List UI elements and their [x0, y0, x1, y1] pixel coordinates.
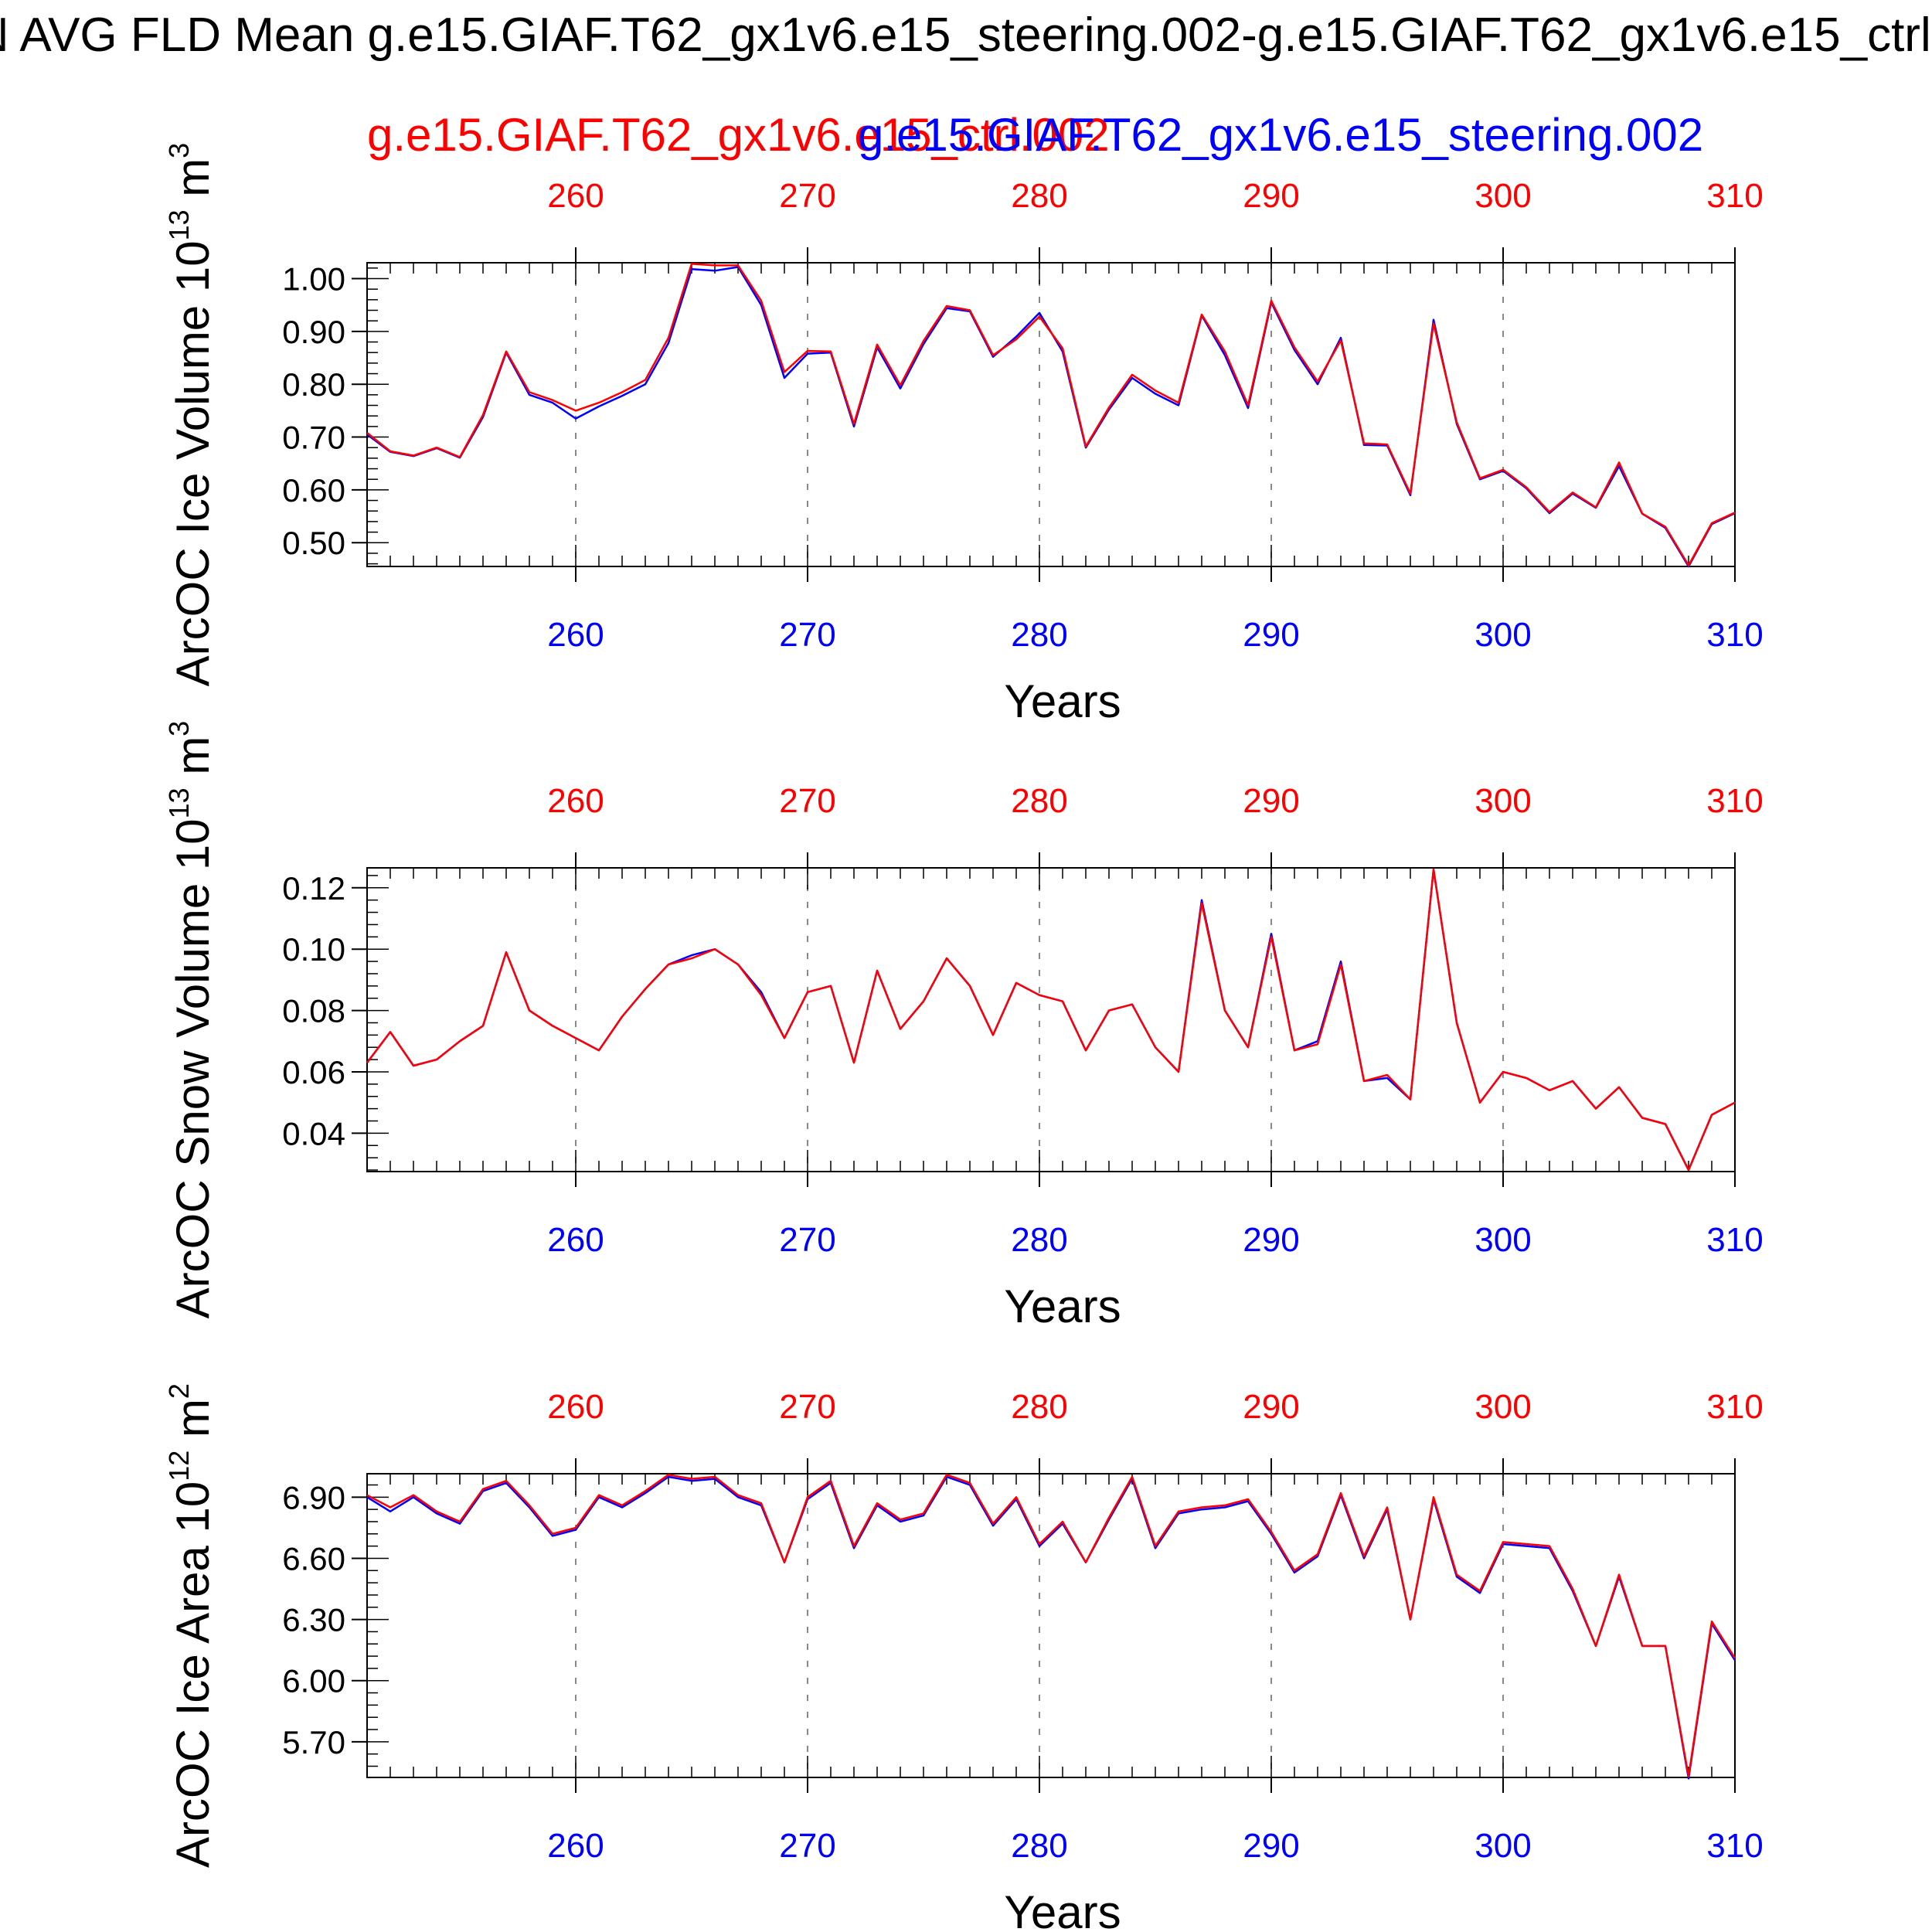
- y-tick-label: 0.70: [282, 420, 345, 456]
- x-tick-label-top: 310: [1706, 782, 1763, 820]
- chart-panel-1: 0.50 0.60 0.70 0.80 0.90 1.00 260 260 270 270 280 2…: [163, 143, 1764, 727]
- y-tick-label: 0.90: [282, 314, 345, 350]
- legend-case1-label: g.e15.GIAF.T62_gx1v6.e15_ctrl.002: [367, 109, 1110, 161]
- legend-case2-label: g.e15.GIAF.T62_gx1v6.e15_steering.002: [858, 109, 1703, 161]
- x-axis-label: Years: [1004, 675, 1121, 727]
- y-axis-label: ArcOC Ice Area 1012 m2: [163, 1383, 219, 1868]
- x-tick-label-top: 290: [1243, 1388, 1299, 1426]
- x-tick-label-bottom: 300: [1475, 1221, 1531, 1259]
- x-tick-label-top: 310: [1706, 177, 1763, 215]
- x-tick-label-bottom: 310: [1706, 1221, 1763, 1259]
- y-tick-label: 0.12: [282, 870, 345, 906]
- x-tick-label-top: 270: [779, 782, 835, 820]
- x-axis-label: Years: [1004, 1886, 1121, 1932]
- chart-panel-2: 0.04 0.06 0.08 0.10 0.12 260 260 270 270 280 280 29…: [163, 721, 1764, 1332]
- y-tick-label: 0.60: [282, 472, 345, 509]
- x-tick-label-top: 260: [547, 1388, 604, 1426]
- x-tick-label-top: 300: [1475, 1388, 1531, 1426]
- x-tick-label-bottom: 310: [1706, 1827, 1763, 1865]
- series-line-ctrl: [366, 263, 1736, 566]
- y-tick-label: 0.08: [282, 993, 345, 1029]
- x-tick-label-top: 280: [1011, 782, 1067, 820]
- x-tick-label-bottom: 280: [1011, 616, 1067, 654]
- x-tick-label-top: 300: [1475, 782, 1531, 820]
- x-tick-label-top: 280: [1011, 1388, 1067, 1426]
- x-tick-label-bottom: 260: [547, 616, 604, 654]
- x-axis-label: Years: [1004, 1281, 1121, 1332]
- x-tick-label-bottom: 280: [1011, 1827, 1067, 1865]
- plot-frame: [366, 867, 1736, 1172]
- plot-frame: [366, 262, 1736, 567]
- page-title: ANN AVG FLD Mean g.e15.GIAF.T62_gx1v6.e1…: [0, 9, 1932, 62]
- x-tick-label-bottom: 290: [1243, 1221, 1299, 1259]
- y-tick-label: 0.04: [282, 1115, 345, 1151]
- x-tick-label-bottom: 270: [779, 1221, 835, 1259]
- series-line-steering: [366, 868, 1736, 1172]
- x-tick-label-top: 310: [1706, 1388, 1763, 1426]
- x-tick-label-top: 270: [779, 177, 835, 215]
- x-tick-label-bottom: 290: [1243, 1827, 1299, 1865]
- y-tick-label: 5.70: [282, 1724, 345, 1760]
- x-tick-label-top: 290: [1243, 177, 1299, 215]
- x-tick-label-bottom: 270: [779, 1827, 835, 1865]
- y-axis-label: ArcOC Ice Volume 1013 m3: [163, 143, 219, 687]
- series-line-ctrl: [366, 1474, 1736, 1777]
- x-tick-label-top: 300: [1475, 177, 1531, 215]
- y-axis-label: ArcOC Snow Volume 1013 m3: [163, 721, 219, 1319]
- chart-panels: 0.50 0.60 0.70 0.80 0.90 1.00 260 260 270 270 280 2…: [163, 143, 1764, 1932]
- series-line-ctrl: [366, 868, 1736, 1172]
- x-tick-label-top: 260: [547, 782, 604, 820]
- x-tick-label-bottom: 300: [1475, 1827, 1531, 1865]
- plot-frame: [366, 1473, 1736, 1778]
- series-line-steering: [366, 266, 1736, 568]
- x-tick-label-bottom: 270: [779, 616, 835, 654]
- x-tick-label-top: 290: [1243, 782, 1299, 820]
- x-tick-label-bottom: 280: [1011, 1221, 1067, 1259]
- y-tick-label: 0.10: [282, 931, 345, 968]
- x-tick-label-top: 270: [779, 1388, 835, 1426]
- chart-panel-3: 5.70 6.00 6.30 6.60 6.90 260 260 270 270 280 280 29…: [163, 1383, 1764, 1932]
- y-tick-label: 6.30: [282, 1602, 345, 1638]
- x-tick-label-bottom: 290: [1243, 616, 1299, 654]
- x-tick-label-bottom: 260: [547, 1827, 604, 1865]
- x-tick-label-bottom: 300: [1475, 616, 1531, 654]
- x-tick-label-bottom: 260: [547, 1221, 604, 1259]
- x-tick-label-top: 280: [1011, 177, 1067, 215]
- y-tick-label: 1.00: [282, 261, 345, 298]
- x-tick-label-top: 260: [547, 177, 604, 215]
- y-tick-label: 0.06: [282, 1054, 345, 1090]
- y-tick-label: 6.90: [282, 1479, 345, 1515]
- x-tick-label-bottom: 310: [1706, 616, 1763, 654]
- y-tick-label: 0.50: [282, 525, 345, 561]
- series-line-steering: [366, 1475, 1736, 1780]
- y-tick-label: 6.60: [282, 1540, 345, 1577]
- y-tick-label: 0.80: [282, 366, 345, 403]
- y-tick-label: 6.00: [282, 1663, 345, 1699]
